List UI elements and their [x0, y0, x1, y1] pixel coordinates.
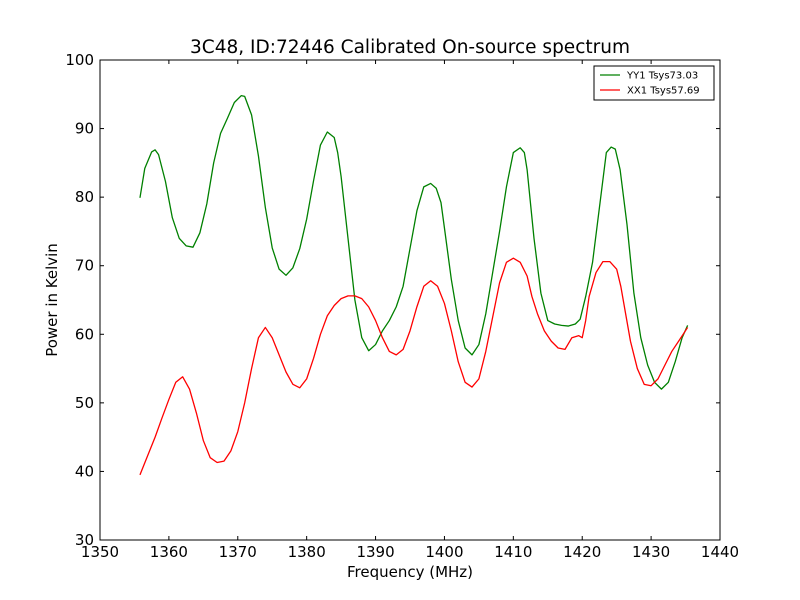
series-line-0 [139, 95, 689, 390]
x-tick-label: 1440 [701, 543, 739, 561]
series-line-1 [139, 257, 689, 476]
x-tick-label: 1380 [288, 543, 326, 561]
x-tick-label: 1370 [219, 543, 257, 561]
x-axis-label: Frequency (MHz) [347, 563, 473, 581]
x-tick-label: 1420 [563, 543, 601, 561]
x-tick-label: 1410 [494, 543, 532, 561]
y-tick-label: 40 [75, 462, 94, 480]
x-tick-label: 1430 [632, 543, 670, 561]
y-tick-label: 100 [65, 51, 94, 69]
y-tick-label: 90 [75, 120, 94, 138]
chart-title: 3C48, ID:72446 Calibrated On-source spec… [190, 37, 630, 58]
x-tick-label: 1350 [81, 543, 119, 561]
plot-area [139, 95, 689, 476]
legend-entry-label: XX1 Tsys57.69 [627, 86, 700, 97]
legend-box [593, 65, 715, 101]
y-tick-label: 70 [75, 257, 94, 275]
legend: YY1 Tsys73.03 XX1 Tsys57.69 [593, 65, 715, 101]
y-tick-label: 50 [75, 394, 94, 412]
x-tick-label: 1360 [150, 543, 188, 561]
legend-entry-label: YY1 Tsys73.03 [626, 71, 698, 82]
y-tick-label: 30 [75, 531, 94, 549]
axes: 1350 1360 1370 1380 1390 1400 1410 1420 1430 1440… [65, 51, 739, 561]
y-tick-label: 60 [75, 325, 94, 343]
y-tick-label: 80 [75, 188, 94, 206]
x-tick-label: 1390 [356, 543, 394, 561]
y-axis-label: Power in Kelvin [43, 243, 61, 357]
plot-frame [99, 59, 721, 541]
x-tick-label: 1400 [425, 543, 463, 561]
